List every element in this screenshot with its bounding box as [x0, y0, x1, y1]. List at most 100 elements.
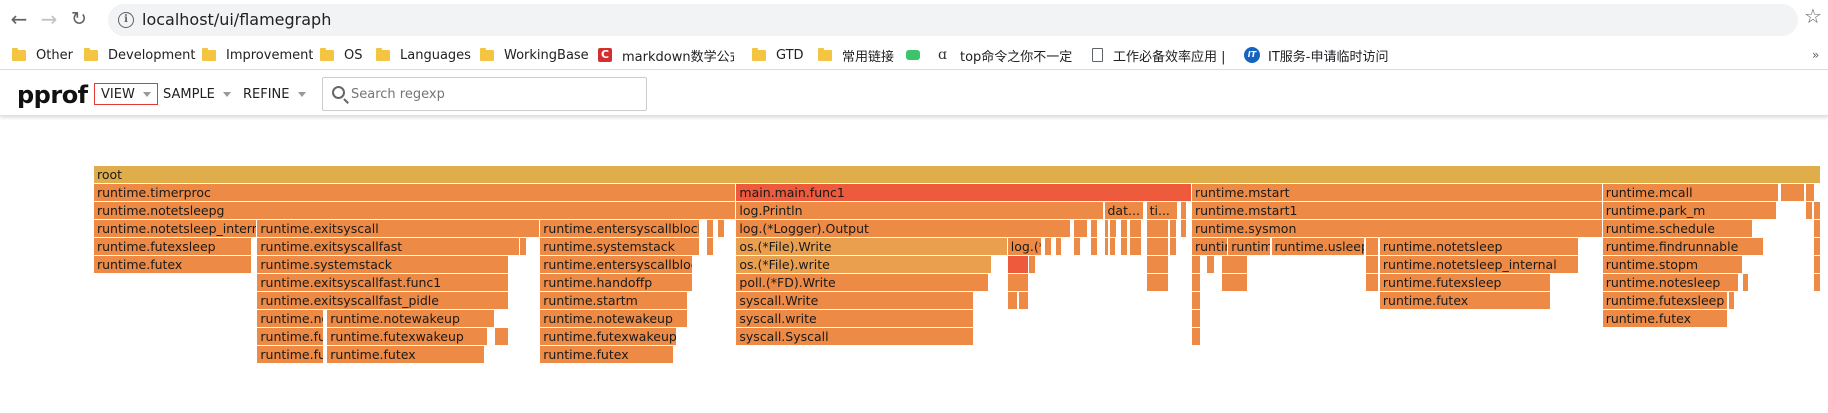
flame-frame-log-logger-output[interactable]: log.(*Logger).Output [736, 220, 1070, 237]
flame-frame[interactable] [1146, 256, 1168, 273]
flame-frame-runtime-futex[interactable]: runtime.futex [257, 346, 323, 363]
flame-frame-runtime-timerproc[interactable]: runtime.timerproc [94, 184, 735, 201]
flame-frame-root[interactable]: root [94, 166, 1820, 183]
flame-frame[interactable] [1090, 220, 1097, 237]
flame-frame-runtime-notetsleep-internal[interactable]: runtime.notetsleep_internal [1379, 256, 1579, 273]
bookmark-os[interactable]: OS [320, 44, 362, 66]
flame-frame[interactable] [1007, 292, 1018, 309]
reload-icon[interactable]: ↻ [71, 8, 87, 30]
flame-frame-runtime-systemstack[interactable]: runtime.systemstack [257, 256, 509, 273]
flame-frame[interactable] [1805, 184, 1815, 201]
bookmark-it-service[interactable]: IT IT服务-申请临时访问 [1244, 44, 1388, 66]
address-bar[interactable]: i localhost/ui/flamegraph [108, 4, 1798, 36]
flame-frame-runtime-exitsyscall[interactable]: runtime.exitsyscall [257, 220, 540, 237]
bookmark-workingbase[interactable]: WorkingBase [480, 44, 589, 66]
flame-frame[interactable] [1180, 202, 1187, 219]
flame-frame[interactable] [1814, 274, 1820, 291]
search-box[interactable] [322, 77, 647, 111]
flame-frame[interactable] [1365, 238, 1378, 255]
flame-frame-runtime-exitsyscallfast[interactable]: runtime.exitsyscallfast [257, 238, 519, 255]
flame-frame-runtime-usleep[interactable]: runtime.usleep [1271, 238, 1364, 255]
more-bookmarks-icon[interactable]: » [1812, 48, 1820, 62]
url-text[interactable]: localhost/ui/flamegraph [142, 10, 332, 29]
bookmark-development[interactable]: Development [84, 44, 196, 66]
flame-frame-syscall-write[interactable]: syscall.write [736, 310, 973, 327]
flame-frame-runtime-notewakeup[interactable]: runtime.notewakeup [540, 310, 687, 327]
flame-frame-runtime-mstart[interactable]: runtime.mstart [1192, 184, 1602, 201]
flame-frame[interactable] [1814, 256, 1820, 273]
bookmark-efficiency-apps[interactable]: 工作必备效率应用 | [1092, 44, 1232, 66]
flame-frame-runtime-notesleep[interactable]: runtime.notesleep [1602, 274, 1739, 291]
flame-frame-runtime-futex[interactable]: runtime.futex [327, 346, 484, 363]
flame-frame-runtime-schedule[interactable]: runtime.schedule [1602, 220, 1753, 237]
bookmark-green[interactable] [906, 44, 930, 66]
flame-frame-runtime-findrunnable[interactable]: runtime.findrunnable [1602, 238, 1763, 255]
flame-frame[interactable] [1055, 238, 1062, 255]
flame-frame-log-logger-formatheader[interactable]: log.(*Logger).formatHeader [1007, 238, 1041, 255]
bookmark-top-command[interactable]: ɑ top命令之你不一定 [938, 44, 1076, 66]
flame-frame-runtime-futex[interactable]: runtime.futex [540, 346, 673, 363]
flame-frame-runtime-futexwakeup[interactable]: runtime.futexwakeup [540, 328, 677, 345]
view-menu-button[interactable]: VIEW [94, 83, 158, 105]
flame-frame[interactable] [1028, 256, 1035, 273]
flame-frame-runtime-futexsleep[interactable]: runtime.futexsleep [94, 238, 251, 255]
flame-frame[interactable] [1192, 292, 1201, 309]
flame-frame[interactable] [1104, 238, 1109, 255]
flame-frame[interactable] [1019, 292, 1028, 309]
flame-frame[interactable] [1120, 220, 1127, 237]
bookmark-improvement[interactable]: Improvement [202, 44, 313, 66]
flame-frame[interactable] [1146, 238, 1168, 255]
flame-frame[interactable] [1130, 238, 1141, 255]
info-icon[interactable]: i [118, 12, 134, 28]
flame-frame[interactable] [1365, 274, 1378, 291]
flame-frame[interactable] [1728, 292, 1734, 309]
flame-frame-runtime-notewakeup[interactable]: runtime.notewakeup [327, 310, 495, 327]
search-input[interactable] [351, 83, 641, 105]
sample-menu-button[interactable]: SAMPLE [157, 83, 237, 105]
flame-frame[interactable] [1192, 274, 1201, 291]
flame-frame[interactable] [1090, 238, 1097, 255]
flame-frame-runtime-exitsyscallfast-pidle[interactable]: runtime.exitsyscallfast_pidle [257, 292, 509, 309]
flame-frame[interactable] [1169, 238, 1176, 255]
flame-frame-runtime-notewakeup[interactable]: runtime.notewakeup [257, 310, 323, 327]
bookmark-star-icon[interactable]: ☆ [1804, 4, 1822, 28]
flame-frame-runtime-mcall[interactable]: runtime.mcall [1602, 184, 1778, 201]
flame-frame[interactable] [519, 238, 526, 255]
flame-frame-ti[interactable]: ti... [1146, 202, 1177, 219]
flame-frame[interactable] [495, 328, 509, 345]
flame-frame-runtime-futexsleep[interactable]: runtime.futexsleep [1379, 274, 1551, 291]
flame-frame[interactable] [1074, 220, 1088, 237]
flame-frame[interactable] [1814, 202, 1820, 219]
flame-frame-syscall-write[interactable]: syscall.Write [736, 292, 973, 309]
flame-frame-runtime-notetsleep-internal[interactable]: runtime.notetsleep_internal [94, 220, 257, 237]
flame-frame-runtime-futexwakeup[interactable]: runtime.futexwakeup [327, 328, 488, 345]
flame-frame-runtime-sysmon[interactable]: runtime.sysmon [1192, 220, 1602, 237]
flame-frame-runtime-nanotime[interactable]: runtime.nanotime [1228, 238, 1271, 255]
flame-frame-poll-fd-write[interactable]: poll.(*FD).Write [736, 274, 988, 291]
flame-frame[interactable] [1207, 256, 1215, 273]
flame-frame-runtime-futex[interactable]: runtime.futex [94, 256, 251, 273]
flame-frame-runtime-notetsleepg[interactable]: runtime.notetsleepg [94, 202, 735, 219]
bookmark-languages[interactable]: Languages [376, 44, 471, 66]
forward-arrow-icon[interactable]: → [40, 7, 58, 31]
flame-frame[interactable] [1120, 238, 1127, 255]
flame-frame-main-main-func1[interactable]: main.main.func1 [736, 184, 1191, 201]
flame-frame[interactable] [1007, 256, 1028, 273]
flame-frame[interactable] [1805, 202, 1812, 219]
flame-frame[interactable] [1074, 238, 1081, 255]
flame-frame-runtime-exitsyscallfast-func1[interactable]: runtime.exitsyscallfast.func1 [257, 274, 509, 291]
flame-frame-runtime-park-m[interactable]: runtime.park_m [1602, 202, 1776, 219]
flame-frame[interactable] [1104, 220, 1109, 237]
bookmark-gtd[interactable]: GTD [752, 44, 804, 66]
flame-frame[interactable] [1781, 184, 1804, 201]
flame-frame[interactable] [1814, 220, 1820, 237]
flame-frame-runtime-stopm[interactable]: runtime.stopm [1602, 256, 1742, 273]
flame-frame-dat[interactable]: dat... [1104, 202, 1144, 219]
flame-frame[interactable] [1146, 274, 1168, 291]
flame-frame-runtime-mstart1[interactable]: runtime.mstart1 [1192, 202, 1602, 219]
flame-frame[interactable] [1222, 256, 1247, 273]
flame-frame[interactable] [1365, 256, 1378, 273]
flame-frame-runtime-usleep[interactable]: runtime.usleep [1192, 238, 1228, 255]
flame-frame-runtime-startm[interactable]: runtime.startm [540, 292, 687, 309]
